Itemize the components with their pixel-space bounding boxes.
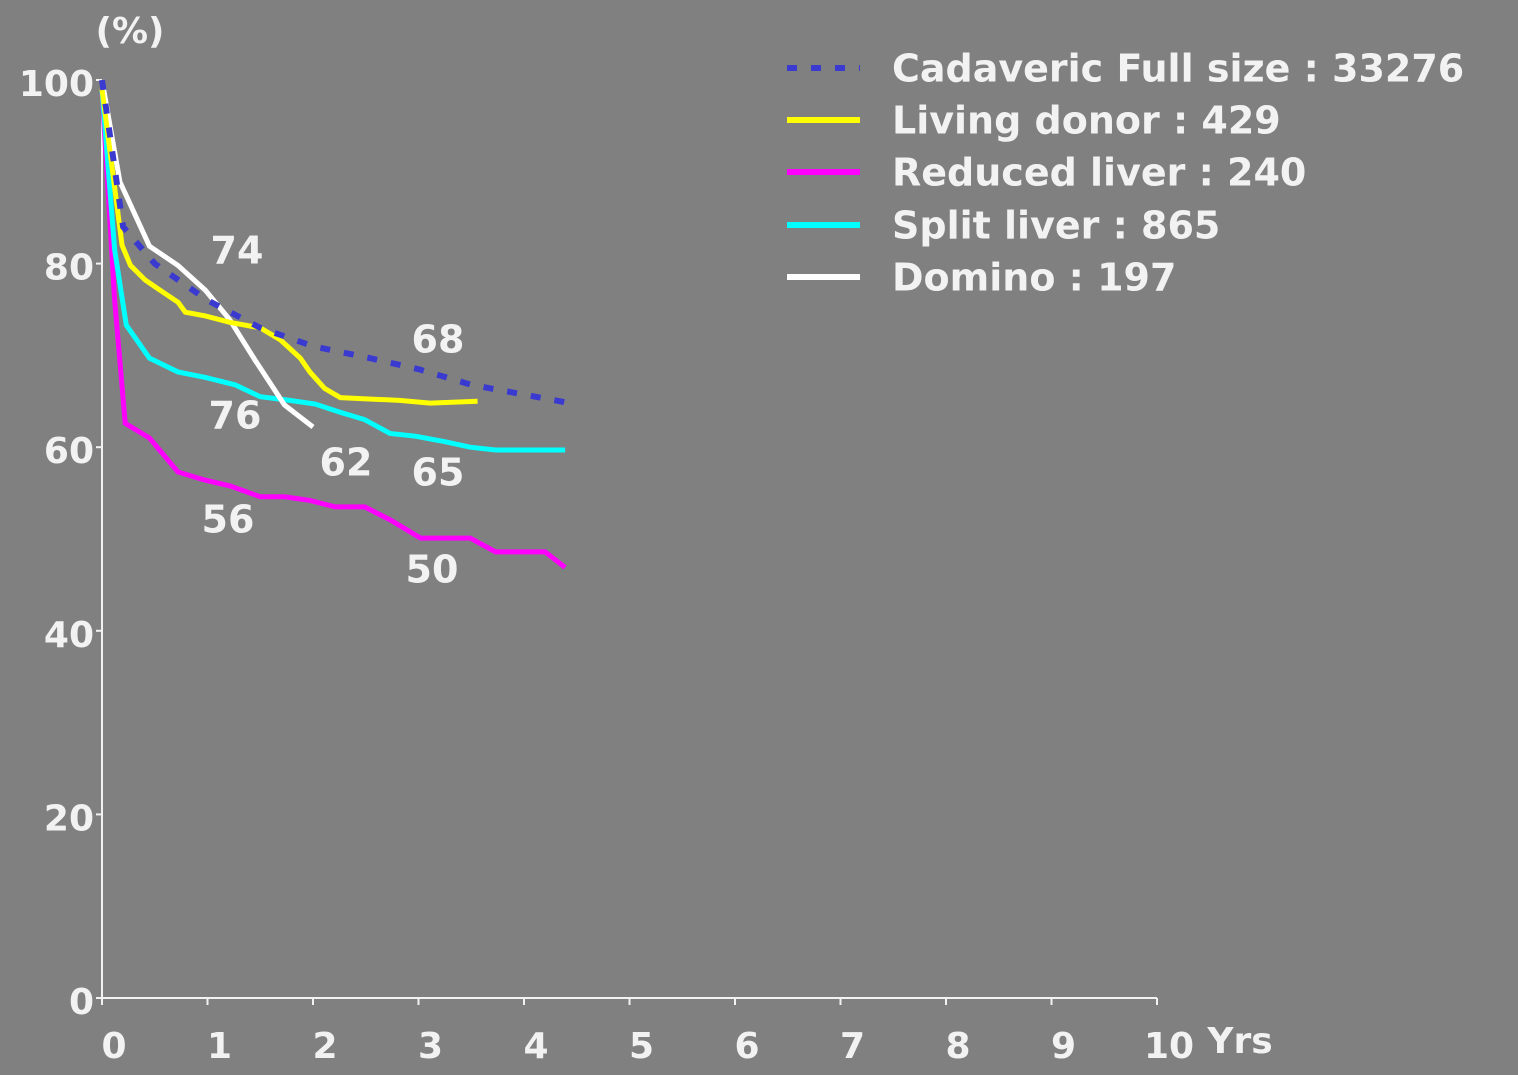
x-tick-label: 1 (207, 1026, 232, 1067)
legend-label: Reduced liver : 240 (892, 151, 1306, 195)
x-tick-label: 5 (629, 1026, 654, 1067)
annotation: 68 (412, 318, 465, 362)
y-tick-label: 20 (44, 798, 94, 839)
series-line (99, 88, 478, 406)
annotation: 76 (209, 394, 262, 438)
annotation: 74 (211, 229, 264, 273)
x-axis-label: Yrs (1206, 1021, 1272, 1062)
legend-label: Domino : 197 (892, 256, 1176, 300)
legend-label: Living donor : 429 (892, 99, 1281, 143)
annotation: 62 (320, 441, 373, 485)
annotation: 50 (406, 548, 459, 592)
legend-label: Split liver : 865 (892, 204, 1220, 248)
series-line (99, 79, 566, 406)
x-tick-label: 6 (734, 1026, 759, 1067)
y-tick-label: 100 (19, 64, 94, 105)
x-tick-label: 0 (101, 1026, 126, 1067)
y-tick-label: 60 (44, 431, 94, 472)
x-tick-label: 8 (945, 1026, 970, 1067)
x-tick-label: 9 (1051, 1026, 1076, 1067)
x-tick-label: 3 (418, 1026, 443, 1067)
y-tick-label: 40 (44, 615, 94, 656)
annotation: 56 (202, 498, 255, 542)
x-tick-label: 2 (312, 1026, 337, 1067)
x-tick-label: 7 (840, 1026, 865, 1067)
legend-label: Cadaveric Full size : 33276 (892, 47, 1464, 91)
y-axis-label: (%) (96, 11, 165, 52)
x-tick-label: 4 (523, 1026, 548, 1067)
series-line (99, 79, 315, 429)
x-tick-label: 10 (1144, 1026, 1194, 1067)
series-line (99, 89, 566, 453)
annotation: 65 (412, 451, 465, 495)
y-tick-label: 0 (69, 982, 94, 1023)
y-tick-label: 80 (44, 248, 94, 289)
series-line (99, 89, 567, 570)
